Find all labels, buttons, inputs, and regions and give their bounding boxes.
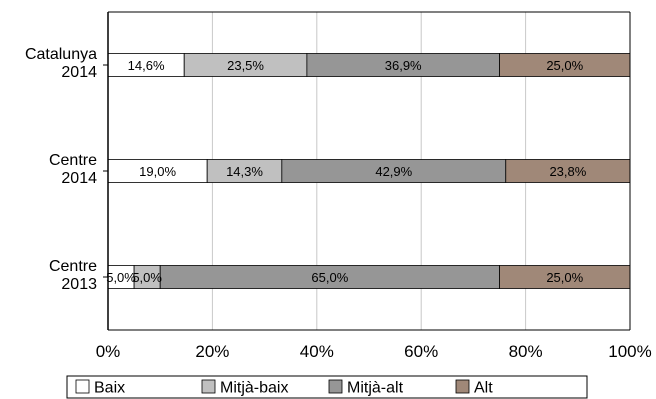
legend-label: Mitjà-baix bbox=[220, 380, 288, 397]
category-label: 2014 bbox=[61, 64, 97, 81]
x-tick-label: 60% bbox=[404, 342, 438, 361]
x-tick-labels: 0% 20% 40% 60% 80% 100% bbox=[96, 342, 652, 361]
data-label: 14,6% bbox=[128, 58, 165, 73]
data-label: 5,0% bbox=[132, 270, 162, 285]
data-label: 5,0% bbox=[106, 270, 136, 285]
data-label: 23,8% bbox=[549, 164, 586, 179]
category-label: 2013 bbox=[61, 276, 97, 293]
legend: Baix Mitjà-baix Mitjà-alt Alt bbox=[66, 375, 588, 399]
legend-swatch bbox=[201, 379, 216, 394]
data-labels: 14,6% 23,5% 36,9% 25,0% 19,0% 14,3% 42,9% 23,8%… bbox=[106, 58, 587, 285]
legend-label: Baix bbox=[94, 380, 125, 397]
data-label: 25,0% bbox=[546, 58, 583, 73]
data-label: 42,9% bbox=[375, 164, 412, 179]
x-tick-label: 0% bbox=[96, 342, 121, 361]
legend-swatch bbox=[328, 379, 343, 394]
x-tick-label: 80% bbox=[509, 342, 543, 361]
legend-swatch bbox=[455, 379, 470, 394]
data-label: 14,3% bbox=[226, 164, 263, 179]
legend-label: Alt bbox=[474, 380, 493, 397]
category-label: Centre bbox=[49, 152, 97, 169]
legend-label: Mitjà-alt bbox=[347, 380, 404, 397]
legend-swatch bbox=[75, 379, 90, 394]
x-tick-label: 40% bbox=[300, 342, 334, 361]
data-label: 19,0% bbox=[139, 164, 176, 179]
x-tick-label: 20% bbox=[195, 342, 229, 361]
axes bbox=[103, 11, 631, 331]
bars bbox=[107, 53, 631, 289]
data-label: 25,0% bbox=[546, 270, 583, 285]
category-label: 2014 bbox=[61, 170, 97, 187]
category-label: Catalunya bbox=[25, 46, 97, 63]
data-label: 23,5% bbox=[227, 58, 264, 73]
data-label: 65,0% bbox=[311, 270, 348, 285]
legend-box bbox=[66, 375, 588, 399]
category-label: Centre bbox=[49, 258, 97, 275]
data-label: 36,9% bbox=[385, 58, 422, 73]
x-tick-label: 100% bbox=[608, 342, 651, 361]
